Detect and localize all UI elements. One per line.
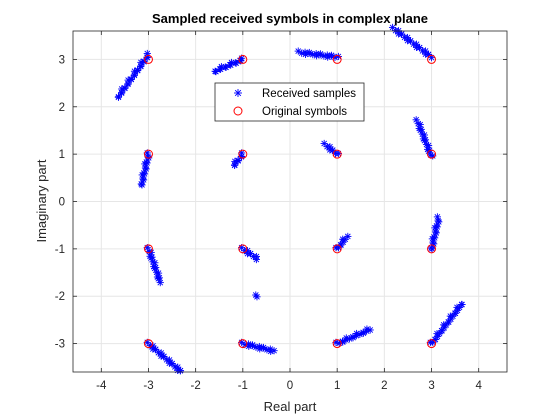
original-symbol-point xyxy=(332,244,342,254)
x-axis-label: Real part xyxy=(264,399,317,414)
original-symbol-point xyxy=(143,339,153,349)
x-tick-label: 0 xyxy=(287,380,293,392)
original-symbol-point xyxy=(238,149,248,159)
y-tick-label: 3 xyxy=(59,54,65,66)
x-tick-label: 4 xyxy=(475,380,482,392)
y-axis-label: Imaginary part xyxy=(34,159,49,242)
x-tick-label: 3 xyxy=(428,380,434,392)
received-sample-point xyxy=(138,181,146,189)
received-sample-point xyxy=(114,93,123,101)
received-sample-point xyxy=(176,367,184,375)
received-sample-point xyxy=(156,279,164,287)
x-tick-label: 1 xyxy=(334,380,340,392)
received-sample-point xyxy=(253,293,261,301)
received-sample-point xyxy=(366,326,374,334)
legend-asterisk-glyph xyxy=(234,89,242,97)
legend-entry-original: Original symbols xyxy=(262,106,347,118)
received-sample-point xyxy=(334,149,342,158)
y-tick-label: 2 xyxy=(59,102,65,114)
original-symbol-point xyxy=(427,149,437,159)
original-symbol-point xyxy=(332,54,342,64)
received-sample-point xyxy=(142,165,150,173)
x-tick-label: -4 xyxy=(96,380,107,392)
received-sample-point xyxy=(320,52,328,60)
received-sample-point xyxy=(457,300,466,309)
original-symbol-point xyxy=(427,54,437,64)
received-sample-point xyxy=(236,56,244,65)
chart-title: Sampled received symbols in complex plan… xyxy=(152,11,428,26)
original-symbol-point xyxy=(238,54,248,64)
y-tick-label: 0 xyxy=(59,197,65,209)
y-tick-label: -3 xyxy=(55,339,65,351)
legend: Received samples Original symbols xyxy=(214,82,365,122)
original-symbol-point xyxy=(427,339,437,349)
original-symbol-point xyxy=(332,339,342,349)
legend-asterisk-marker xyxy=(234,89,242,97)
x-tick-label: -3 xyxy=(143,380,153,392)
received-sample-point xyxy=(412,116,420,124)
original-symbol-point xyxy=(143,149,153,159)
received-sample-point xyxy=(428,245,436,253)
received-sample-point xyxy=(124,80,132,88)
received-sample-point xyxy=(270,347,278,355)
x-tick-label: -1 xyxy=(238,380,248,392)
y-tick-label: 1 xyxy=(59,149,65,161)
received-sample-point xyxy=(344,232,352,241)
original-symbol-point xyxy=(143,54,153,64)
legend-entry-received: Received samples xyxy=(262,88,356,100)
received-sample-point xyxy=(230,161,239,169)
y-tick-label: -1 xyxy=(55,244,65,256)
received-sample-point xyxy=(334,52,342,61)
axis-ticks: -4 -3 -2 -1 0 1 2 3 4 -3 -2 -1 0 1 2 3 xyxy=(55,31,507,392)
x-tick-label: -2 xyxy=(191,380,201,392)
received-sample-point xyxy=(211,67,219,75)
received-sample-point xyxy=(430,240,438,248)
received-sample-point xyxy=(416,126,424,134)
legend-circle-marker xyxy=(233,106,243,116)
original-symbols-series xyxy=(143,54,437,349)
received-sample-point xyxy=(435,218,443,226)
received-sample-point xyxy=(160,352,168,361)
received-sample-point xyxy=(226,61,234,69)
original-symbol-point xyxy=(238,339,248,349)
original-symbol-point xyxy=(427,244,437,254)
original-symbol-point xyxy=(238,244,248,254)
received-sample-point xyxy=(420,137,429,145)
original-symbol-point xyxy=(332,149,342,159)
x-tick-label: 2 xyxy=(381,380,387,392)
original-symbol-point xyxy=(143,244,153,254)
y-tick-label: -2 xyxy=(55,291,65,303)
received-sample-point xyxy=(353,329,361,338)
received-sample-point xyxy=(259,343,268,352)
received-sample-point xyxy=(252,255,260,264)
